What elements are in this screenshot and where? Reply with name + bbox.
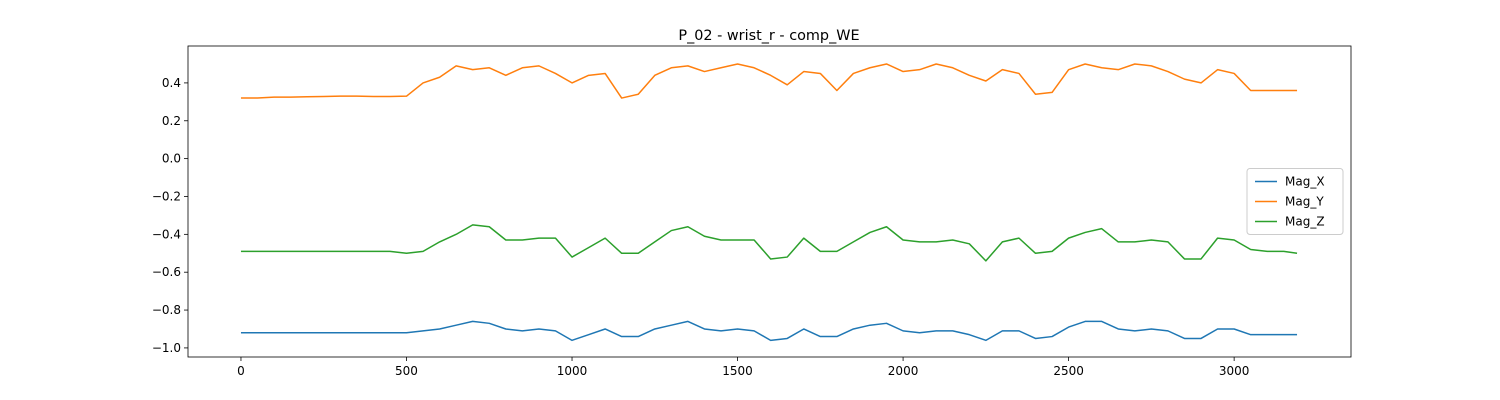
legend-label: Mag_Z bbox=[1285, 215, 1325, 229]
x-tick-label: 1500 bbox=[722, 364, 753, 378]
y-tick-label: 0.4 bbox=[162, 76, 181, 90]
data-line bbox=[240, 320, 1298, 342]
legend-label: Mag_Y bbox=[1285, 195, 1324, 209]
x-tick-label: 3000 bbox=[1219, 364, 1250, 378]
legend-box bbox=[1246, 168, 1344, 235]
data-line bbox=[240, 63, 1298, 99]
x-tick-label: 500 bbox=[395, 364, 418, 378]
x-tick-label: 1000 bbox=[557, 364, 588, 378]
y-tick-label: −0.6 bbox=[152, 265, 181, 279]
data-line bbox=[240, 224, 1298, 262]
y-tick-label: −0.2 bbox=[152, 189, 181, 203]
y-tick-label: 0.2 bbox=[162, 114, 181, 128]
y-tick-label: 0.0 bbox=[162, 152, 181, 166]
plot-frame bbox=[187, 45, 1352, 358]
x-tick-label: 2500 bbox=[1053, 364, 1084, 378]
legend: Mag_X Mag_Y Mag_Z bbox=[1246, 168, 1344, 235]
chart-title: P_02 - wrist_r - comp_WE bbox=[678, 28, 859, 44]
x-tick-label: 2000 bbox=[888, 364, 919, 378]
legend-label: Mag_X bbox=[1285, 175, 1325, 189]
y-tick-label: −0.8 bbox=[152, 303, 181, 317]
x-tick-label: 0 bbox=[237, 364, 245, 378]
y-tick-label: −0.4 bbox=[152, 227, 181, 241]
y-tick-label: −1.0 bbox=[152, 341, 181, 355]
